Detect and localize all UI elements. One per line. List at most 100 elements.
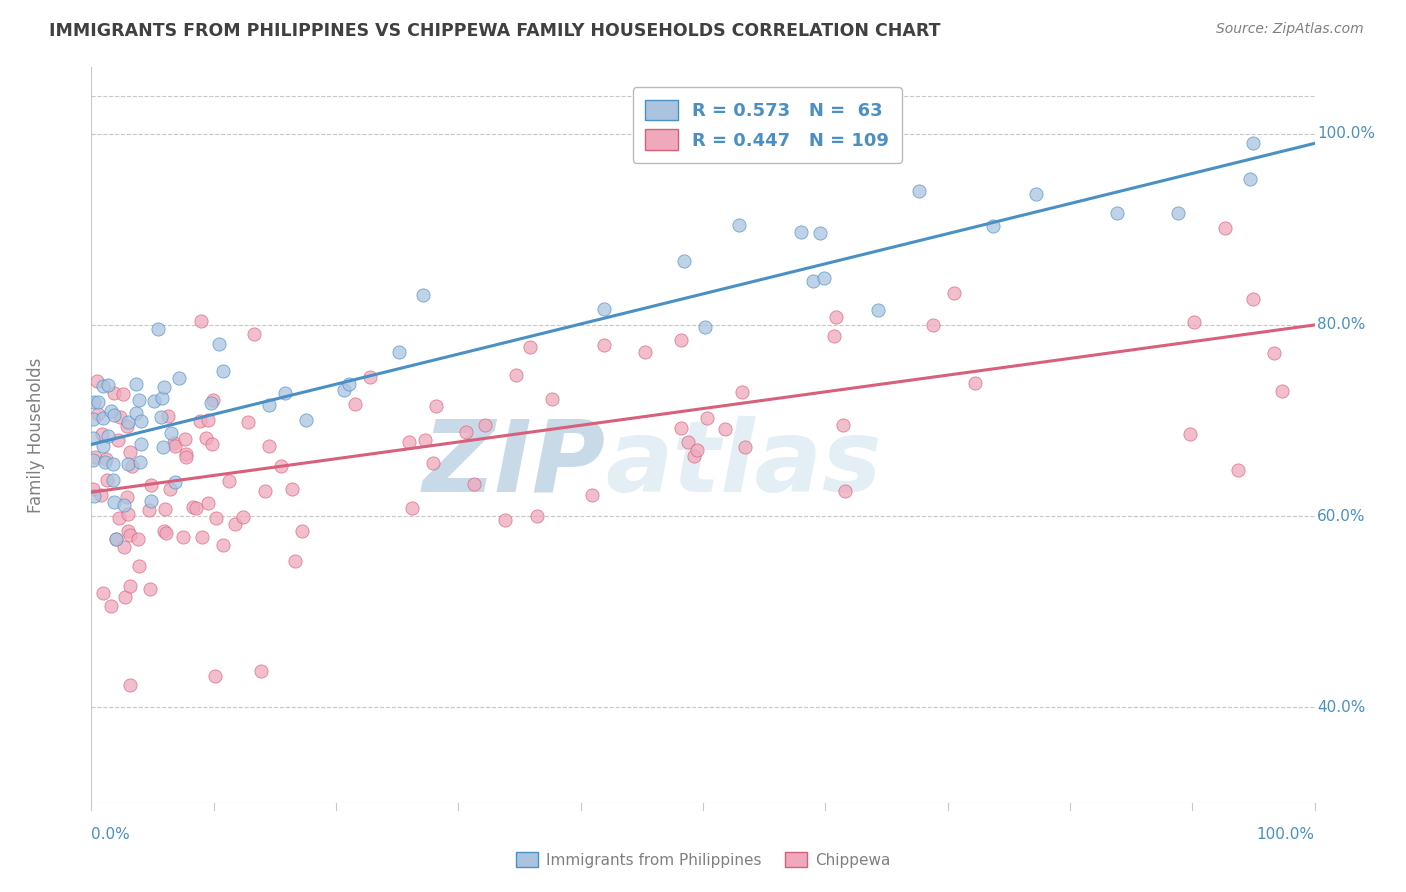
Point: [82, 431, 104, 445]
Text: 0.0%: 0.0%: [91, 827, 131, 842]
Point: [281, 483, 304, 497]
Point: [813, 271, 835, 285]
Text: 60.0%: 60.0%: [1317, 508, 1365, 524]
Point: [519, 341, 541, 355]
Point: [97, 429, 120, 443]
Point: [91, 379, 114, 393]
Point: [110, 410, 132, 425]
Point: [96, 473, 118, 487]
Point: [965, 376, 987, 390]
Point: [274, 386, 297, 401]
Point: [100, 599, 122, 613]
Point: [101, 473, 124, 487]
Point: [257, 398, 280, 412]
Point: [165, 439, 187, 453]
Point: [398, 434, 420, 449]
Text: Family Households: Family Households: [27, 357, 45, 513]
Text: 100.0%: 100.0%: [1317, 127, 1375, 141]
Point: [111, 387, 134, 401]
Point: [669, 421, 692, 435]
Point: [86, 395, 108, 409]
Point: [143, 394, 166, 409]
Point: [257, 439, 280, 453]
Point: [125, 377, 148, 392]
Point: [218, 474, 240, 488]
Point: [291, 524, 314, 538]
Point: [1178, 427, 1201, 442]
Point: [82, 452, 104, 467]
Point: [943, 285, 966, 300]
Point: [831, 417, 853, 432]
Point: [734, 440, 756, 454]
Point: [197, 413, 219, 427]
Point: [152, 380, 174, 394]
Point: [117, 457, 139, 471]
Point: [83, 489, 105, 503]
Point: [801, 274, 824, 288]
Point: [183, 500, 205, 514]
Point: [103, 386, 125, 401]
Point: [156, 409, 179, 424]
Point: [163, 436, 186, 450]
Point: [82, 482, 104, 496]
Point: [197, 495, 219, 509]
Point: [141, 494, 163, 508]
Point: [1107, 206, 1129, 220]
Point: [155, 526, 177, 541]
Point: [108, 511, 131, 525]
Point: [90, 427, 112, 442]
Text: 80.0%: 80.0%: [1317, 318, 1365, 333]
Point: [103, 408, 125, 422]
Point: [94, 455, 117, 469]
Point: [413, 433, 436, 447]
Point: [97, 377, 120, 392]
Point: [172, 530, 194, 544]
Point: [1213, 220, 1236, 235]
Point: [494, 513, 516, 527]
Point: [823, 328, 845, 343]
Legend: Immigrants from Philippines, Chippewa: Immigrants from Philippines, Chippewa: [508, 844, 898, 875]
Point: [117, 524, 139, 538]
Point: [125, 407, 148, 421]
Point: [107, 433, 129, 447]
Point: [1025, 186, 1047, 201]
Point: [138, 502, 160, 516]
Point: [118, 445, 141, 459]
Point: [114, 591, 136, 605]
Point: [270, 458, 292, 473]
Point: [96, 452, 118, 467]
Point: [118, 678, 141, 692]
Point: [191, 529, 214, 543]
Point: [153, 502, 176, 516]
Point: [188, 414, 211, 428]
Point: [204, 668, 226, 682]
Point: [922, 318, 945, 333]
Point: [149, 410, 172, 425]
Point: [127, 532, 149, 546]
Point: [150, 391, 173, 405]
Point: [808, 227, 831, 241]
Point: [696, 411, 718, 425]
Point: [236, 415, 259, 429]
Point: [204, 511, 226, 525]
Point: [146, 321, 169, 335]
Point: [676, 434, 699, 449]
Text: IMMIGRANTS FROM PHILIPPINES VS CHIPPEWA FAMILY HOUSEHOLDS CORRELATION CHART: IMMIGRANTS FROM PHILIPPINES VS CHIPPEWA …: [49, 22, 941, 40]
Point: [186, 501, 208, 516]
Point: [332, 383, 354, 397]
Point: [129, 414, 152, 428]
Point: [686, 443, 709, 458]
Point: [100, 403, 122, 417]
Point: [337, 376, 360, 391]
Point: [200, 396, 222, 410]
Point: [115, 490, 138, 504]
Point: [1239, 172, 1261, 186]
Point: [526, 508, 548, 523]
Point: [159, 425, 181, 440]
Point: [981, 219, 1004, 233]
Point: [243, 326, 266, 341]
Point: [91, 410, 114, 425]
Point: [129, 455, 152, 469]
Point: [1182, 315, 1205, 329]
Point: [82, 412, 104, 426]
